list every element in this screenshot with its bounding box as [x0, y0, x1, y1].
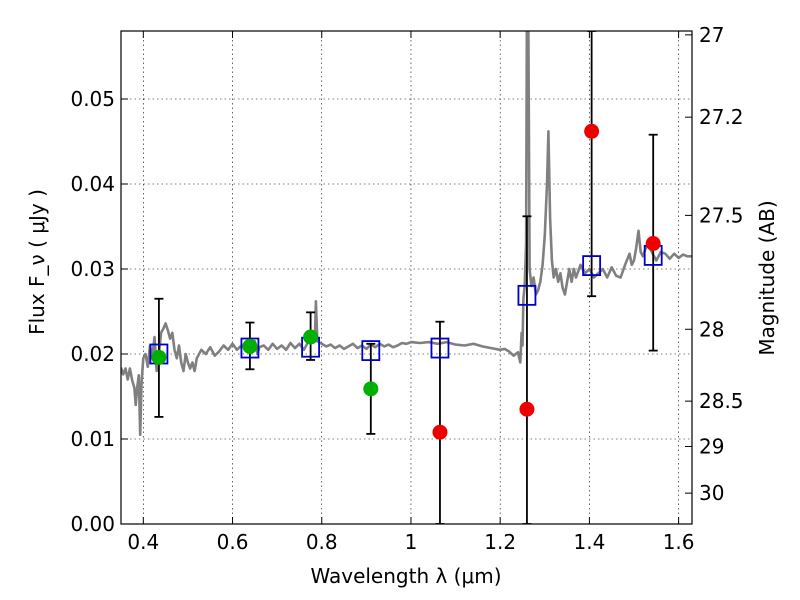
detection-point [363, 381, 379, 397]
detection-point [303, 329, 319, 345]
observed-points [151, 123, 661, 440]
y-axis-left-label: Flux F_ν ( μJy ) [25, 189, 49, 335]
sed-template-series [121, 31, 692, 437]
x-tick-label: 1.6 [663, 530, 695, 554]
y-tick-label: 0.04 [70, 172, 115, 196]
nondetection-point [432, 424, 448, 440]
nondetection-point [645, 236, 661, 251]
model-square [361, 340, 381, 362]
mag-tick-label: 28.5 [699, 389, 744, 413]
y-tick-label: 0.03 [70, 257, 115, 281]
y-axis-left: 0.00 0.01 0.02 0.03 0.04 0.05 [70, 87, 128, 536]
x-tick-label: 1 [405, 530, 418, 554]
sed-template-line [121, 31, 692, 437]
plot-frame [120, 30, 693, 525]
mag-tick-label: 27 [699, 23, 724, 47]
model-square [517, 284, 537, 306]
model-square [240, 337, 260, 359]
y-tick-label: 0.05 [70, 87, 115, 111]
mag-tick-label: 30 [699, 481, 724, 505]
y-tick-label: 0.02 [70, 342, 115, 366]
x-tick-label: 0.6 [217, 530, 249, 554]
errorbars [154, 31, 658, 524]
x-tick-label: 0.8 [306, 530, 338, 554]
nondetection-point [584, 123, 600, 139]
mag-tick-label: 29 [699, 434, 724, 458]
model-points [149, 244, 663, 365]
x-tick-label: 0.4 [127, 530, 159, 554]
mag-tick-label: 28 [699, 317, 724, 341]
x-tick-label: 1.2 [484, 530, 516, 554]
x-tick-label: 1.4 [573, 530, 605, 554]
nondetection-point [519, 401, 535, 417]
mag-tick-label: 27.2 [699, 105, 744, 129]
y-axis-right: 27 27.2 27.5 28 28.5 29 30 [685, 23, 744, 505]
model-square [582, 255, 602, 277]
model-square [430, 337, 450, 359]
y-tick-label: 0.01 [70, 427, 115, 451]
mag-tick-label: 27.5 [699, 203, 744, 227]
detection-point [151, 349, 167, 365]
y-axis-right-label: Magnitude (AB) [755, 200, 779, 355]
detection-point [242, 338, 258, 354]
x-axis: 0.4 0.6 0.8 1 1.2 1.4 1.6 [127, 31, 695, 554]
y-tick-label: 0.00 [70, 512, 115, 536]
x-axis-label: Wavelength λ (μm) [310, 564, 501, 588]
